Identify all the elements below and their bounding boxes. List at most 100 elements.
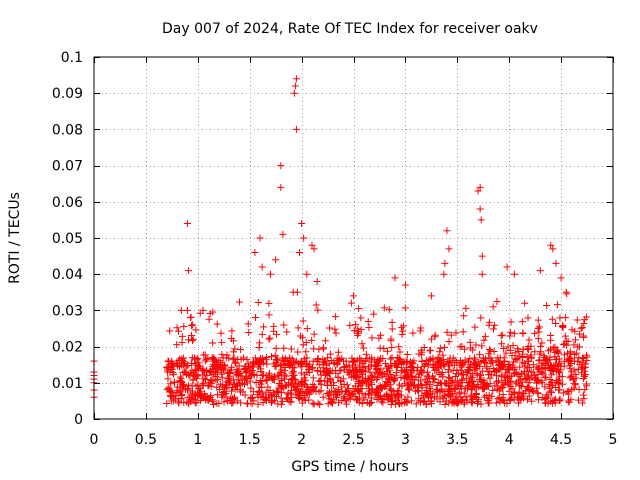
data-point xyxy=(554,349,562,357)
data-point xyxy=(509,341,517,349)
data-point xyxy=(423,390,431,398)
y-tick-label: 0.02 xyxy=(52,340,83,356)
data-point xyxy=(468,399,476,407)
data-point xyxy=(354,387,362,395)
data-point xyxy=(338,397,346,405)
data-point xyxy=(304,363,312,371)
data-point xyxy=(189,395,197,403)
data-point xyxy=(163,399,171,407)
data-point xyxy=(296,248,304,256)
data-point xyxy=(541,399,549,407)
data-point xyxy=(417,367,425,375)
data-point xyxy=(500,357,508,365)
data-point xyxy=(187,313,195,321)
data-point xyxy=(294,348,302,356)
y-tick-label: 0.1 xyxy=(61,50,83,66)
data-point xyxy=(353,331,361,339)
data-point xyxy=(460,389,468,397)
x-tick-label: 4 xyxy=(505,432,514,448)
data-point xyxy=(193,374,201,382)
data-point xyxy=(370,310,378,318)
data-point xyxy=(441,400,449,408)
data-point xyxy=(519,330,527,338)
data-point xyxy=(534,335,542,343)
y-tick-label: 0.04 xyxy=(52,267,83,283)
data-point xyxy=(403,364,411,372)
data-point xyxy=(489,325,497,333)
data-point xyxy=(256,376,264,384)
data-point xyxy=(342,400,350,408)
data-point xyxy=(356,365,364,373)
data-point xyxy=(407,373,415,381)
data-point xyxy=(334,348,342,356)
data-point xyxy=(280,361,288,369)
data-point xyxy=(410,357,418,365)
data-point xyxy=(534,324,542,332)
data-point xyxy=(511,349,519,357)
data-point xyxy=(227,387,235,395)
data-point xyxy=(477,358,485,366)
data-point xyxy=(175,399,183,407)
data-point xyxy=(439,351,447,359)
data-point xyxy=(387,337,395,345)
data-point xyxy=(552,259,560,267)
data-point xyxy=(451,372,459,380)
data-point xyxy=(286,362,294,370)
data-point xyxy=(340,381,348,389)
data-point xyxy=(503,399,511,407)
data-point xyxy=(262,377,270,385)
data-point xyxy=(444,366,452,374)
data-point xyxy=(222,354,230,362)
data-point xyxy=(571,381,579,389)
data-point xyxy=(538,339,546,347)
data-point xyxy=(184,267,192,275)
data-point xyxy=(468,378,476,386)
data-point xyxy=(401,304,409,312)
data-point xyxy=(531,329,539,337)
data-point xyxy=(253,391,261,399)
data-point xyxy=(276,368,284,376)
data-point xyxy=(523,367,531,375)
data-point xyxy=(443,227,451,235)
data-point xyxy=(217,329,225,337)
data-point xyxy=(505,387,513,395)
data-point xyxy=(454,399,462,407)
data-point xyxy=(467,361,475,369)
data-point xyxy=(399,327,407,335)
data-point xyxy=(297,377,305,385)
data-point xyxy=(363,355,371,363)
data-point xyxy=(579,363,587,371)
data-point xyxy=(575,354,583,362)
data-point xyxy=(377,331,385,339)
data-point xyxy=(533,377,541,385)
data-point xyxy=(553,301,561,309)
data-point xyxy=(194,354,202,362)
data-point xyxy=(498,340,506,348)
data-point xyxy=(415,395,423,403)
data-point xyxy=(310,384,318,392)
data-point xyxy=(445,338,453,346)
data-point xyxy=(418,348,426,356)
data-point xyxy=(547,382,555,390)
data-point xyxy=(448,396,456,404)
data-point xyxy=(199,379,207,387)
data-point xyxy=(196,309,204,317)
data-point xyxy=(500,345,508,353)
data-point xyxy=(481,332,489,340)
data-point xyxy=(405,381,413,389)
data-point xyxy=(576,330,584,338)
data-point xyxy=(393,363,401,371)
data-point xyxy=(242,374,250,382)
data-point xyxy=(394,387,402,395)
data-point xyxy=(535,357,543,365)
data-point xyxy=(260,323,268,331)
data-point xyxy=(308,241,316,249)
data-point xyxy=(478,252,486,260)
data-point xyxy=(387,392,395,400)
data-point xyxy=(259,354,267,362)
data-point xyxy=(548,371,556,379)
data-point xyxy=(228,399,236,407)
data-point xyxy=(360,394,368,402)
data-point xyxy=(495,357,503,365)
data-point xyxy=(460,312,468,320)
